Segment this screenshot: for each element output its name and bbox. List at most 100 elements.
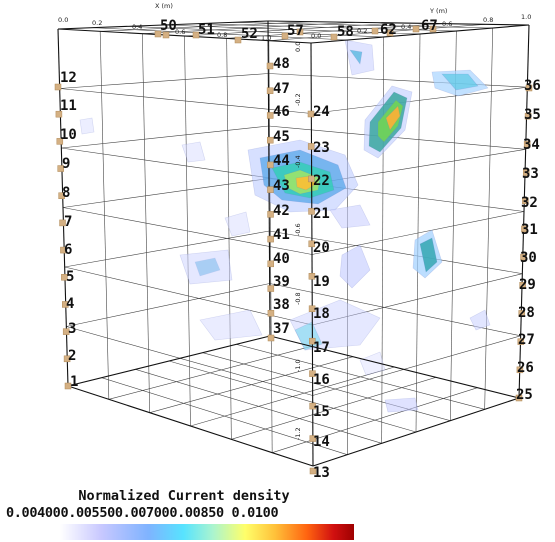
electrode-marker xyxy=(525,84,533,92)
isosurface-patch xyxy=(329,204,371,229)
electrode-marker xyxy=(515,394,523,402)
y-tick-2: 0.4 xyxy=(401,23,411,31)
electrode-marker xyxy=(281,32,289,40)
electrode-label: 28 xyxy=(518,305,535,321)
electrode-label: 2 xyxy=(68,348,76,364)
z-tick-0: 0.0 xyxy=(294,42,302,52)
electrode-marker xyxy=(64,382,72,390)
electrode-label: 31 xyxy=(521,222,538,238)
electrode-label: 24 xyxy=(313,104,330,120)
y-tick-3: 0.6 xyxy=(442,20,452,28)
electrode-label: 52 xyxy=(241,26,258,42)
electrode-marker xyxy=(371,27,379,35)
electrode-marker xyxy=(307,110,315,118)
electrode-label: 37 xyxy=(273,321,290,337)
electrode-label: 19 xyxy=(313,274,330,290)
electrode-marker xyxy=(162,31,170,39)
electrode-label: 16 xyxy=(313,372,330,388)
grid-line xyxy=(232,22,493,29)
electrode-marker xyxy=(55,110,63,118)
cube-edge xyxy=(310,24,530,44)
grid-line xyxy=(226,38,232,440)
electrode-label: 29 xyxy=(519,277,536,293)
electrode-label: 39 xyxy=(273,274,290,290)
isosurface-patch xyxy=(224,211,251,237)
electrode-marker xyxy=(267,334,275,342)
z-tick-5: -1.0 xyxy=(294,359,302,372)
electrode-label: 48 xyxy=(273,56,290,72)
electrode-marker xyxy=(267,285,275,292)
grid-line xyxy=(64,230,270,268)
y-tick-1: 0.2 xyxy=(357,27,367,35)
electrode-marker xyxy=(330,33,338,41)
electrode-marker xyxy=(154,30,162,38)
electrode-marker xyxy=(61,274,68,281)
electrode-marker xyxy=(524,112,532,120)
z-tick-4: -0.8 xyxy=(294,292,302,305)
electrode-label: 18 xyxy=(313,306,330,322)
electrode-marker xyxy=(308,240,315,248)
electrode-label: 6 xyxy=(64,242,72,258)
electrode-label: 45 xyxy=(273,129,290,145)
electrode-marker xyxy=(58,192,65,199)
electrode-marker xyxy=(429,25,437,33)
electrode-label: 20 xyxy=(313,240,330,256)
grid-line xyxy=(312,335,521,396)
z-tick-1: -0.2 xyxy=(294,93,302,106)
electrode-marker xyxy=(517,338,525,345)
electrode-label: 36 xyxy=(524,78,541,94)
electrode-marker xyxy=(523,169,530,176)
electrode-label: 21 xyxy=(313,206,330,222)
electrode-marker xyxy=(308,208,315,215)
electrode-label: 3 xyxy=(68,321,76,337)
electrode-marker xyxy=(296,28,304,36)
electrode-label: 22 xyxy=(313,173,330,189)
electrode-label: 26 xyxy=(517,360,534,376)
electrode-marker xyxy=(516,366,524,374)
electrode-marker xyxy=(234,36,242,44)
electrode-label: 43 xyxy=(273,178,290,194)
x-tick-3: 0.6 xyxy=(175,28,185,36)
electrode-marker xyxy=(521,225,528,233)
x-tick-0: 0.0 xyxy=(58,16,68,24)
electrode-marker xyxy=(309,435,317,442)
electrode-label: 23 xyxy=(313,140,330,156)
grid-line xyxy=(272,387,478,453)
electrode-label: 38 xyxy=(273,297,290,313)
electrode-marker xyxy=(309,467,317,475)
electrode-label: 44 xyxy=(273,153,290,169)
electrode-label: 27 xyxy=(518,332,535,348)
electrode-label: 9 xyxy=(62,156,70,172)
isosurface-patch xyxy=(179,249,233,285)
electrode-marker xyxy=(523,141,531,148)
y-tick-0: 0.0 xyxy=(311,32,321,40)
electrode-label: 47 xyxy=(273,81,290,97)
isosurface-patch xyxy=(469,309,491,331)
y-tick-4: 0.8 xyxy=(483,16,493,24)
electrode-marker xyxy=(57,165,64,172)
y-tick-5: 1.0 xyxy=(521,13,531,21)
isosurface-patch xyxy=(349,49,363,65)
isosurface-patch xyxy=(384,397,419,413)
electrode-label: 40 xyxy=(273,251,290,267)
colorbar xyxy=(60,524,354,540)
electrode-marker xyxy=(309,402,316,410)
electrode-label: 30 xyxy=(520,250,537,266)
electrode-marker xyxy=(62,301,69,308)
x-tick-2: 0.4 xyxy=(132,23,142,31)
grid-line xyxy=(66,283,270,327)
electrode-marker xyxy=(519,282,526,289)
electrode-marker xyxy=(54,83,62,91)
electrode-label: 67 xyxy=(421,18,438,34)
z-tick-3: -0.6 xyxy=(294,223,302,236)
electrode-marker xyxy=(267,186,274,193)
z-tick-6: -1.2 xyxy=(294,427,302,440)
electrode-label: 12 xyxy=(60,70,77,86)
x-tick-5: 1.0 xyxy=(261,34,271,42)
x-tick-1: 0.2 xyxy=(92,19,102,27)
electrode-marker xyxy=(308,273,316,280)
electrode-label: 10 xyxy=(60,127,77,143)
isosurface-patch xyxy=(385,105,401,131)
electrode-label: 62 xyxy=(380,22,397,38)
